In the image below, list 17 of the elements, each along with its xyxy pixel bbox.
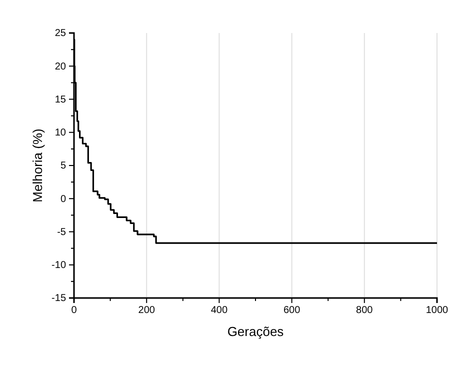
x-tick-label: 800	[356, 305, 374, 316]
x-tick-label: 0	[71, 305, 78, 316]
x-tick-label: 400	[210, 305, 228, 316]
y-tick-label: 25	[54, 28, 66, 40]
y-axis-title: Melhoria (%)	[30, 128, 45, 202]
x-tick-label: 200	[138, 305, 156, 316]
x-tick-label: 600	[283, 305, 301, 316]
y-tick-label: -10	[52, 260, 66, 272]
y-tick-label: 5	[60, 160, 66, 172]
y-tick-label: -15	[52, 293, 66, 304]
y-tick-label: -5	[57, 226, 66, 238]
x-tick-label: 1000	[426, 305, 449, 316]
y-tick-label: 10	[54, 128, 66, 139]
y-tick-label: 20	[54, 61, 66, 72]
x-axis-title: Gerações	[227, 324, 284, 339]
y-tick-label: 15	[54, 94, 66, 106]
y-tick-label: 0	[60, 194, 66, 205]
